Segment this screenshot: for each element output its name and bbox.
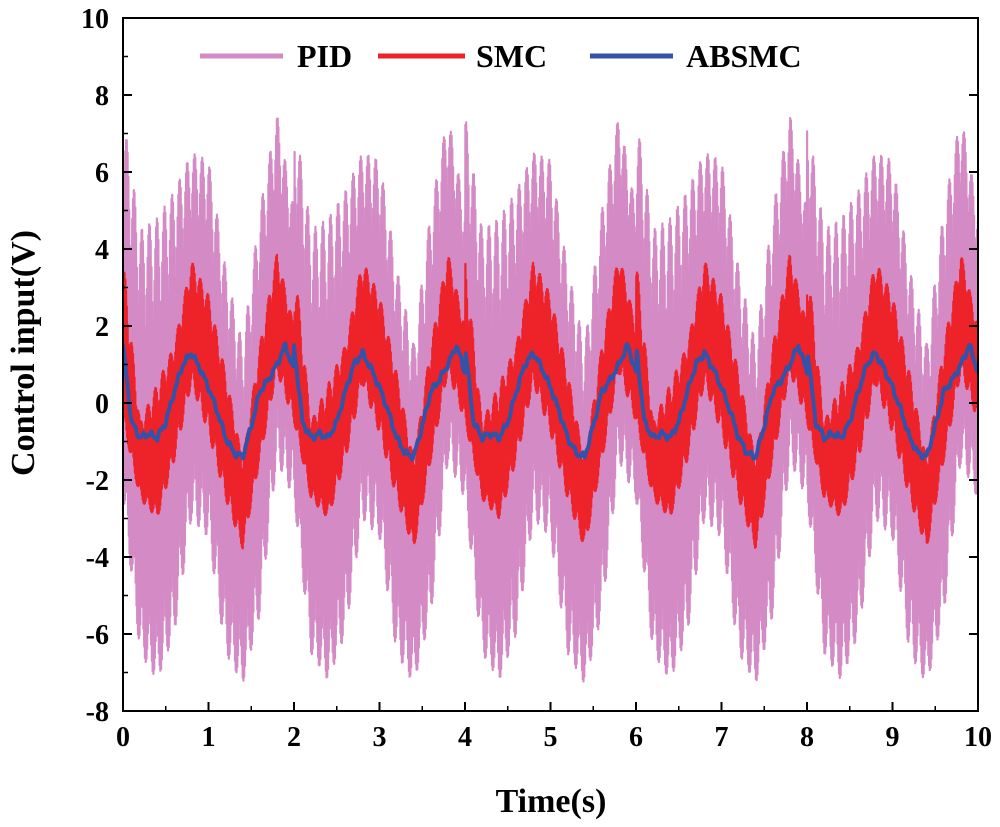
x-tick-label: 7 xyxy=(715,722,729,753)
y-tick-label: 0 xyxy=(95,389,109,420)
plot-area xyxy=(123,117,978,683)
x-tick-label: 4 xyxy=(458,722,472,753)
x-tick-label: 5 xyxy=(544,722,558,753)
x-tick-label: 2 xyxy=(287,722,301,753)
y-tick-label: 8 xyxy=(95,81,109,112)
y-tick-label: 6 xyxy=(95,158,109,189)
x-tick-label: 3 xyxy=(373,722,387,753)
legend-label-smc: SMC xyxy=(476,38,547,74)
legend: PID SMC ABSMC xyxy=(200,38,802,74)
x-tick-label: 9 xyxy=(886,722,900,753)
x-axis-title: Time(s) xyxy=(496,783,607,820)
x-tick-label: 6 xyxy=(629,722,643,753)
x-tick-label: 0 xyxy=(116,722,130,753)
axes: 0 1 2 3 4 5 6 7 8 9 10 -8 -6 -4 -2 0 2 4 6 8 10 xyxy=(81,4,992,753)
legend-label-absmc: ABSMC xyxy=(686,38,802,74)
y-tick-label: -8 xyxy=(86,697,109,728)
y-tick-label: -6 xyxy=(86,620,109,651)
legend-item-absmc: ABSMC xyxy=(590,38,802,74)
legend-item-pid: PID xyxy=(200,38,352,74)
x-tick-label: 1 xyxy=(202,722,216,753)
plot-series-group xyxy=(123,117,978,683)
legend-item-smc: SMC xyxy=(378,38,547,74)
y-tick-label: 2 xyxy=(95,312,109,343)
x-tick-label: 10 xyxy=(964,722,992,753)
y-tick-label: 4 xyxy=(95,235,109,266)
y-tick-label: -2 xyxy=(86,466,109,497)
y-tick-label: 10 xyxy=(81,4,109,35)
y-tick-label: -4 xyxy=(86,543,109,574)
series-absmc-line xyxy=(123,341,978,462)
y-axis-title: Control input(V) xyxy=(5,230,42,476)
legend-label-pid: PID xyxy=(297,38,352,74)
x-tick-label: 8 xyxy=(800,722,814,753)
